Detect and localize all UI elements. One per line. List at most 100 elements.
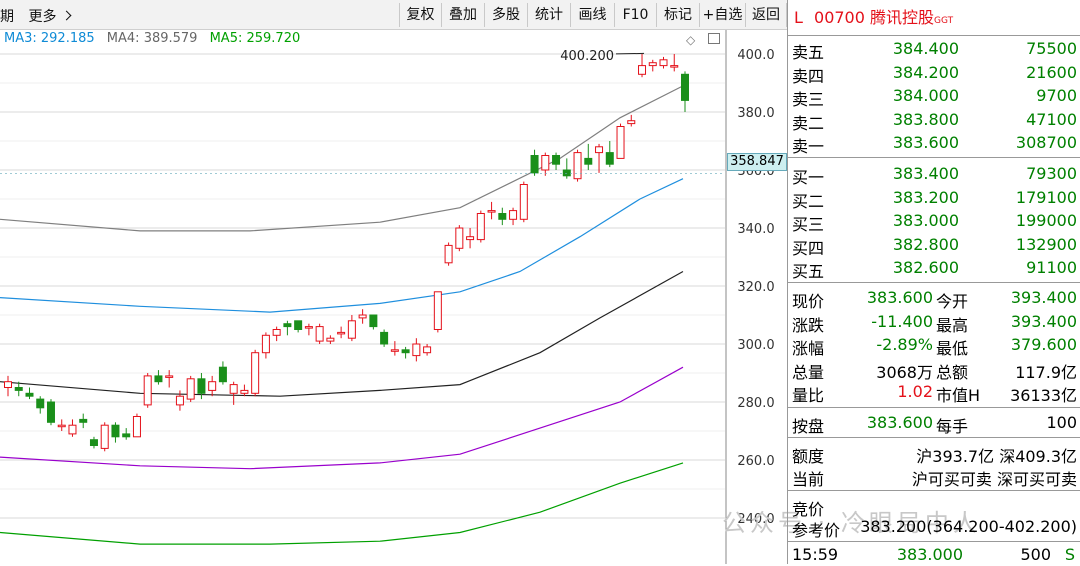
candle-body bbox=[639, 66, 646, 75]
auction-row: 竞价 bbox=[788, 494, 1080, 517]
stat-label: 量比 bbox=[792, 382, 824, 406]
stat-value: 3068万 bbox=[876, 359, 933, 383]
ask-label: 卖四 bbox=[792, 63, 824, 87]
candle bbox=[381, 330, 388, 347]
lot-size-label: 每手 bbox=[936, 413, 968, 437]
trade-volume: 500 bbox=[1020, 545, 1051, 564]
f10-button[interactable]: F10 bbox=[614, 3, 656, 27]
bid-label: 买三 bbox=[792, 211, 824, 235]
y-tick-label: 340.0 bbox=[737, 222, 774, 237]
candle bbox=[295, 321, 302, 333]
candle bbox=[90, 437, 97, 449]
reference-label: 参考价 bbox=[792, 517, 840, 541]
add-watchlist-button[interactable]: +自选 bbox=[699, 3, 745, 27]
candle-body bbox=[112, 425, 119, 437]
candle-body bbox=[338, 332, 345, 334]
candle bbox=[391, 341, 398, 356]
bid-volume: 179100 bbox=[1016, 188, 1077, 207]
divider bbox=[788, 157, 1080, 158]
y-tick-label: 280.0 bbox=[737, 396, 774, 411]
candle bbox=[187, 376, 194, 402]
ask-price: 384.000 bbox=[893, 86, 959, 105]
more-label: 更多 bbox=[28, 6, 56, 26]
candle bbox=[230, 382, 237, 405]
bid-volume: 91100 bbox=[1026, 258, 1077, 277]
bid-label: 买五 bbox=[792, 258, 824, 282]
candle bbox=[26, 388, 33, 400]
candle-body bbox=[37, 399, 44, 408]
candle-body bbox=[69, 425, 76, 434]
candle bbox=[445, 243, 452, 266]
stat-label: 最低 bbox=[936, 335, 968, 359]
candle-body bbox=[563, 170, 570, 176]
candle bbox=[531, 150, 538, 176]
candle bbox=[596, 144, 603, 173]
trade-price: 383.000 bbox=[897, 545, 963, 564]
candle-body bbox=[230, 385, 237, 394]
candle bbox=[553, 153, 560, 170]
quota-row: 额度沪393.7亿 深409.3亿 bbox=[788, 441, 1080, 464]
draw-line-button[interactable]: 画线 bbox=[570, 3, 614, 27]
candle-body bbox=[316, 327, 323, 342]
ask-label: 卖二 bbox=[792, 110, 824, 134]
ask-volume: 308700 bbox=[1016, 133, 1077, 152]
candle-body bbox=[413, 344, 420, 356]
candle bbox=[144, 373, 151, 408]
stat-value: 379.600 bbox=[1011, 335, 1077, 354]
candle-body bbox=[402, 350, 409, 353]
candle bbox=[5, 376, 12, 396]
candle-body bbox=[520, 185, 527, 220]
candle-body bbox=[671, 66, 678, 68]
bid-label: 买一 bbox=[792, 164, 824, 188]
trade-time: 15:59 bbox=[792, 545, 838, 564]
mark-button[interactable]: 标记 bbox=[656, 3, 699, 27]
candles bbox=[5, 54, 689, 451]
ask-price: 384.400 bbox=[893, 39, 959, 58]
ask-label: 卖一 bbox=[792, 133, 824, 157]
candle-body bbox=[284, 324, 291, 327]
after-hours-label: 按盘 bbox=[792, 413, 824, 437]
stat-value: 1.02 bbox=[897, 382, 933, 401]
back-button[interactable]: 返回 bbox=[745, 3, 787, 27]
candle-body bbox=[80, 419, 87, 422]
statistics-button[interactable]: 统计 bbox=[527, 3, 570, 27]
candle bbox=[101, 422, 108, 451]
bid-price: 382.800 bbox=[893, 235, 959, 254]
y-tick-label: 320.0 bbox=[737, 280, 774, 295]
band-line-band5 bbox=[0, 463, 683, 544]
multi-stock-button[interactable]: 多股 bbox=[484, 3, 527, 27]
stock-code: 00700 bbox=[814, 8, 865, 27]
price-axis: 400.0380.0360.0340.0320.0300.0280.0260.0… bbox=[726, 30, 775, 564]
current-row: 当前沪可买可卖 深可买可卖 bbox=[788, 464, 1080, 487]
candle bbox=[176, 390, 183, 410]
toolbar-left: 期 更多 bbox=[0, 6, 70, 26]
ask-label: 卖三 bbox=[792, 86, 824, 110]
candle bbox=[37, 396, 44, 413]
high-annotation: 400.200 bbox=[560, 49, 614, 64]
candle bbox=[510, 208, 517, 225]
more-button[interactable]: 更多 bbox=[28, 6, 69, 26]
candle-body bbox=[155, 376, 162, 382]
candle-body bbox=[219, 367, 226, 382]
stat-value: -2.89% bbox=[876, 335, 933, 354]
period-label[interactable]: 期 bbox=[0, 6, 14, 26]
candle bbox=[316, 324, 323, 344]
bid-volume: 79300 bbox=[1026, 164, 1077, 183]
connect-suffix: GGT bbox=[934, 16, 953, 26]
candle-body bbox=[467, 237, 474, 240]
y-tick-label: 260.0 bbox=[737, 454, 774, 469]
candle-body bbox=[58, 425, 65, 427]
candle-body bbox=[209, 382, 216, 391]
candle bbox=[671, 54, 678, 71]
candle-body bbox=[262, 335, 269, 352]
candle bbox=[123, 428, 130, 440]
candle-body bbox=[596, 147, 603, 153]
stat-label: 最高 bbox=[936, 312, 968, 336]
candle bbox=[477, 211, 484, 243]
adjust-button[interactable]: 复权 bbox=[399, 3, 441, 27]
overlay-button[interactable]: 叠加 bbox=[441, 3, 484, 27]
candlestick-chart[interactable]: 400.0380.0360.0340.0320.0300.0280.0260.0… bbox=[0, 30, 787, 564]
